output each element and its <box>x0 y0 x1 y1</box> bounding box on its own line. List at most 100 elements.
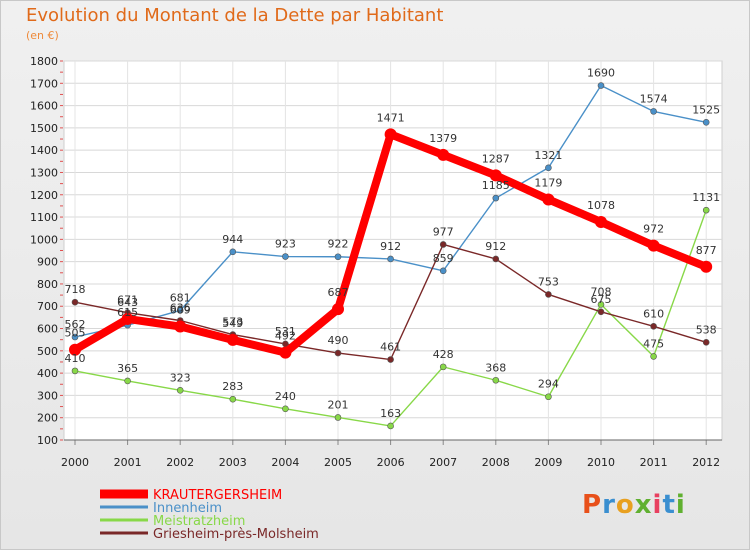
data-point <box>226 333 239 346</box>
data-label: 1131 <box>692 191 720 204</box>
logo-letter: i <box>652 490 663 520</box>
data-label: 922 <box>328 238 349 251</box>
data-label: 944 <box>222 233 243 246</box>
data-point <box>282 253 289 260</box>
logo-letter: t <box>662 490 676 520</box>
data-label: 859 <box>433 252 454 265</box>
data-point <box>71 333 79 341</box>
y-tick-label: 1700 <box>30 77 58 90</box>
data-point <box>597 308 605 316</box>
data-label: 977 <box>433 225 454 238</box>
data-label: 461 <box>380 341 401 354</box>
data-point <box>647 239 660 252</box>
y-tick-label: 1400 <box>30 144 58 157</box>
y-tick-label: 500 <box>37 345 58 358</box>
data-label: 636 <box>170 302 191 315</box>
data-label: 610 <box>643 307 664 320</box>
data-point <box>542 193 555 206</box>
y-tick-label: 1800 <box>30 55 58 68</box>
logo-letter: r <box>602 490 616 520</box>
data-point <box>492 376 500 384</box>
y-tick-label: 800 <box>37 278 58 291</box>
chart-title: Evolution du Montant de la Dette par Hab… <box>26 5 444 26</box>
data-point <box>597 301 605 308</box>
data-point <box>387 356 394 363</box>
data-point <box>545 393 552 401</box>
data-point <box>71 298 79 306</box>
data-label: 201 <box>328 398 349 411</box>
plot-area <box>63 60 723 441</box>
data-label: 877 <box>696 244 717 257</box>
x-tick-label: 2003 <box>219 456 247 469</box>
legend-label: Griesheim-près-Molsheim <box>153 527 319 542</box>
data-point <box>492 194 500 202</box>
data-label: 681 <box>170 291 191 304</box>
data-label: 505 <box>65 327 86 340</box>
data-label: 573 <box>222 316 243 329</box>
x-tick-label: 2004 <box>271 456 299 469</box>
data-label: 531 <box>275 325 296 338</box>
y-tick-label: 1100 <box>30 211 58 224</box>
x-tick-label: 2009 <box>534 456 562 469</box>
data-label: 718 <box>65 283 86 296</box>
data-label: 163 <box>380 407 401 420</box>
data-point <box>174 320 187 333</box>
legend-label: Meistratzheim <box>153 514 245 529</box>
data-point <box>387 255 394 263</box>
data-label: 549 <box>222 317 243 330</box>
data-point <box>650 322 657 330</box>
data-point <box>69 343 81 356</box>
data-point <box>334 414 342 421</box>
data-label: 675 <box>591 293 612 306</box>
data-label: 368 <box>485 361 506 374</box>
data-label: 912 <box>380 240 401 253</box>
legend-label: Innenheim <box>153 501 222 516</box>
x-tick-label: 2008 <box>482 456 510 469</box>
data-label: 615 <box>117 306 138 319</box>
data-point <box>387 422 394 430</box>
data-point <box>229 248 237 256</box>
data-point <box>700 260 713 273</box>
data-point <box>176 386 184 394</box>
y-tick-label: 1300 <box>30 166 58 179</box>
logo-letter: x <box>634 490 653 520</box>
data-point <box>124 377 131 385</box>
x-tick-label: 2011 <box>640 456 668 469</box>
data-label: 609 <box>170 304 191 317</box>
y-tick-label: 400 <box>37 367 58 380</box>
data-point <box>650 108 657 115</box>
data-point <box>702 339 710 346</box>
x-tick-label: 2001 <box>114 456 142 469</box>
data-label: 283 <box>222 380 243 393</box>
data-label: 1471 <box>377 111 405 124</box>
data-point <box>702 119 710 126</box>
x-tick-label: 2007 <box>429 456 457 469</box>
data-point <box>595 215 607 228</box>
data-point <box>71 367 79 375</box>
data-point <box>702 206 710 214</box>
legend-label: KRAUTERGERSHEIM <box>153 488 282 503</box>
y-tick-label: 700 <box>37 300 58 313</box>
logo-letter: i <box>675 490 686 520</box>
x-tick-label: 2005 <box>324 456 352 469</box>
data-label: 562 <box>65 318 86 331</box>
data-label: 972 <box>643 223 664 236</box>
data-point <box>650 353 657 360</box>
y-tick-label: 1000 <box>30 233 58 246</box>
data-point <box>121 312 134 325</box>
data-label: 753 <box>538 275 559 288</box>
data-point <box>545 164 552 172</box>
data-label: 475 <box>643 337 664 350</box>
data-point <box>229 395 237 403</box>
data-label: 1179 <box>534 176 562 189</box>
data-point <box>439 241 447 248</box>
data-point <box>597 82 605 89</box>
data-label: 643 <box>117 296 138 309</box>
data-label: 538 <box>696 323 717 336</box>
data-label: 240 <box>275 390 296 403</box>
y-tick-label: 100 <box>37 434 58 447</box>
data-label: 492 <box>275 330 296 343</box>
y-tick-label: 900 <box>37 256 58 269</box>
data-point <box>384 128 397 141</box>
data-label: 1185 <box>482 179 510 192</box>
